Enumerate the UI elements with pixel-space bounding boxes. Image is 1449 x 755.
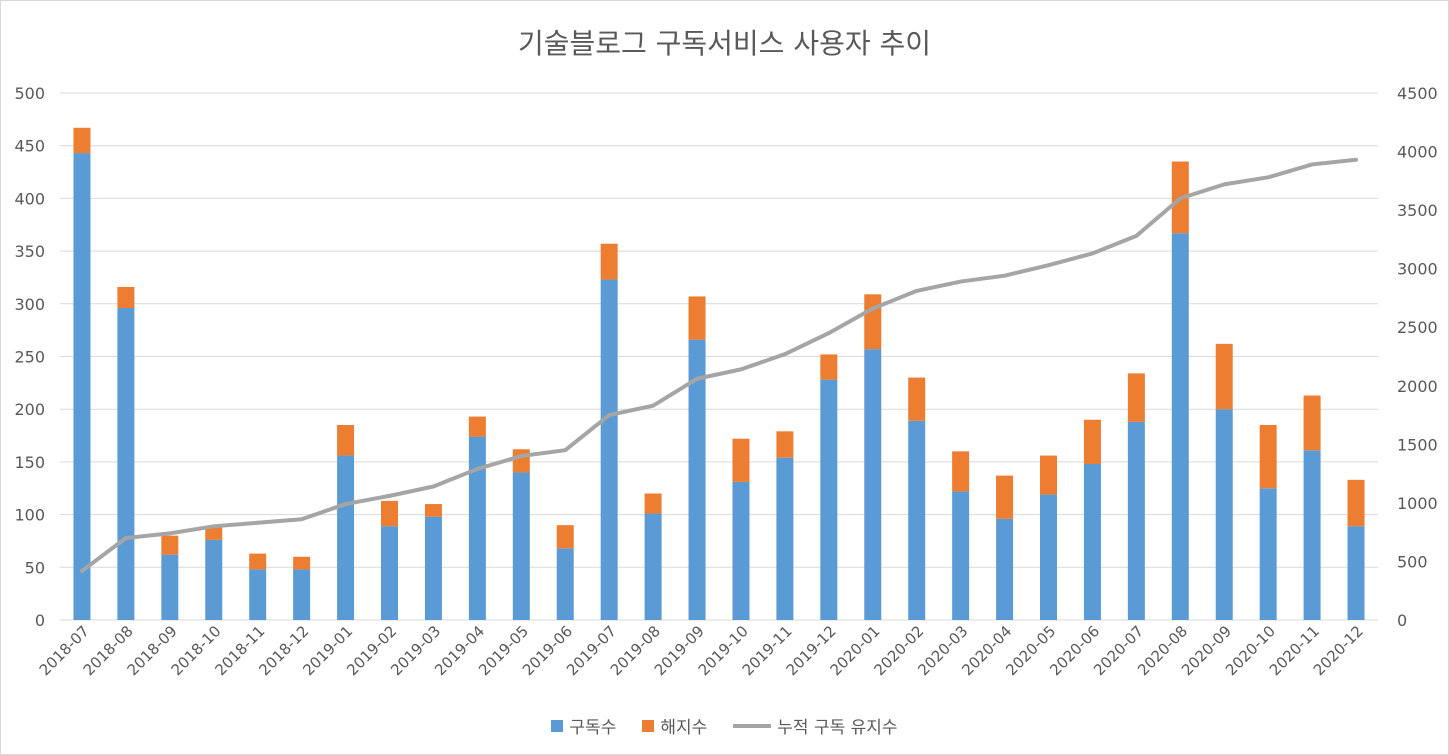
bar-cancellations (161, 535, 179, 555)
bar-subscriptions (908, 420, 926, 620)
bar-cancellations (1347, 479, 1365, 527)
legend-item-cancellations: 해지수 (642, 713, 707, 738)
left-tick-label: 150 (14, 453, 45, 472)
bar-cancellations (1303, 395, 1321, 451)
bar-subscriptions (952, 491, 970, 620)
legend-label-cumulative: 누적 구독 유지수 (777, 718, 898, 738)
bar-subscriptions (776, 457, 794, 620)
bar-cancellations (732, 438, 750, 482)
bar-cancellations (820, 354, 838, 380)
legend-item-cumulative: 누적 구독 유지수 (733, 713, 898, 738)
bar-subscriptions (688, 339, 706, 620)
bar-cancellations (864, 294, 882, 350)
bar-cancellations (1259, 425, 1277, 489)
bar-subscriptions (249, 569, 267, 620)
right-tick-label: 2500 (1397, 318, 1438, 337)
right-tick-label: 4000 (1397, 143, 1438, 162)
bar-subscriptions (556, 548, 574, 620)
bar-cancellations (1127, 373, 1145, 422)
bar-cancellations (512, 449, 530, 473)
right-tick-label: 0 (1397, 611, 1407, 630)
bar-subscriptions (468, 436, 486, 620)
bar-subscriptions (1171, 233, 1189, 620)
left-tick-label: 350 (14, 242, 45, 261)
bar-subscriptions (381, 526, 398, 620)
bar-cancellations (337, 425, 355, 456)
bar-cancellations (381, 500, 398, 527)
right-tick-label: 2000 (1397, 377, 1438, 396)
right-tick-label: 1000 (1397, 494, 1438, 513)
bar-cancellations (600, 243, 618, 280)
bar-cancellations (688, 296, 706, 340)
bar-subscriptions (864, 349, 882, 620)
chart-title: 기술블로그 구독서비스 사용자 추이 (517, 27, 932, 60)
legend-item-subscriptions: 구독수 (551, 713, 616, 738)
bar-cancellations (293, 556, 311, 570)
bar-cancellations (468, 416, 486, 437)
bar-cancellations (424, 504, 442, 517)
legend-swatch-cancellations (642, 719, 655, 732)
bar-cancellations (952, 451, 970, 492)
line-series (79, 157, 1359, 573)
bar-subscriptions (161, 554, 179, 620)
bar-subscriptions (424, 516, 442, 620)
bar-cancellations (1040, 455, 1057, 495)
bar-subscriptions (1215, 409, 1233, 620)
right-tick-label: 3000 (1397, 260, 1438, 279)
grid-lines (60, 92, 1378, 621)
left-tick-label: 0 (35, 611, 45, 630)
bar-cancellations (205, 526, 223, 540)
bar-subscriptions (512, 472, 530, 620)
right-tick-label: 1500 (1397, 435, 1438, 454)
right-tick-label: 3500 (1397, 201, 1438, 220)
bar-cancellations (556, 525, 574, 549)
right-tick-label: 500 (1397, 552, 1428, 571)
bar-subscriptions (117, 308, 135, 620)
bar-cancellations (776, 431, 794, 458)
bar-cancellations (996, 475, 1014, 519)
bar-subscriptions (1303, 450, 1321, 620)
bar-subscriptions (1347, 526, 1365, 620)
left-tick-label: 250 (14, 348, 45, 367)
bar-subscriptions (820, 379, 838, 620)
bar-cancellations (1215, 343, 1233, 410)
right-tick-label: 4500 (1397, 84, 1438, 103)
right-axis-ticks: 0 500 1000 1500 2000 2500 3000 3500 4000 4500 (1397, 84, 1438, 630)
bar-subscriptions (600, 279, 618, 620)
bar-subscriptions (644, 513, 662, 620)
legend: 구독수 해지수 누적 구독 유지수 (0, 713, 1449, 738)
x-axis-ticks: 2018-072018-082018-092018-102018-112018-… (36, 622, 1367, 679)
bar-subscriptions (73, 153, 91, 620)
left-tick-label: 50 (25, 558, 45, 577)
bar-subscriptions (732, 481, 750, 620)
bar-subscriptions (1083, 464, 1101, 620)
legend-swatch-cumulative (733, 723, 772, 728)
left-tick-label: 300 (14, 295, 45, 314)
left-axis-ticks: 0 50 100 150 200 250 300 350 400 450 500 (14, 84, 45, 630)
bar-cancellations (644, 493, 662, 514)
bar-subscriptions (1127, 421, 1145, 620)
bar-cancellations (73, 127, 91, 154)
bar-cancellations (1083, 419, 1101, 465)
bar-subscriptions (293, 569, 311, 620)
bar-subscriptions (205, 539, 223, 620)
bar-subscriptions (996, 518, 1014, 620)
line-cumulative (79, 157, 1359, 573)
legend-label-cancellations: 해지수 (660, 718, 708, 738)
left-tick-label: 500 (14, 84, 45, 103)
left-tick-label: 400 (14, 189, 45, 208)
left-tick-label: 200 (14, 400, 45, 419)
bar-cancellations (249, 553, 267, 570)
left-tick-label: 450 (14, 137, 45, 156)
bar-subscriptions (1259, 488, 1277, 620)
legend-label-subscriptions: 구독수 (569, 718, 617, 738)
legend-swatch-subscriptions (551, 719, 564, 732)
bar-subscriptions (1040, 494, 1057, 620)
bar-cancellations (117, 286, 135, 309)
bar-subscriptions (337, 455, 355, 620)
bar-cancellations (908, 377, 926, 421)
left-tick-label: 100 (14, 506, 45, 525)
